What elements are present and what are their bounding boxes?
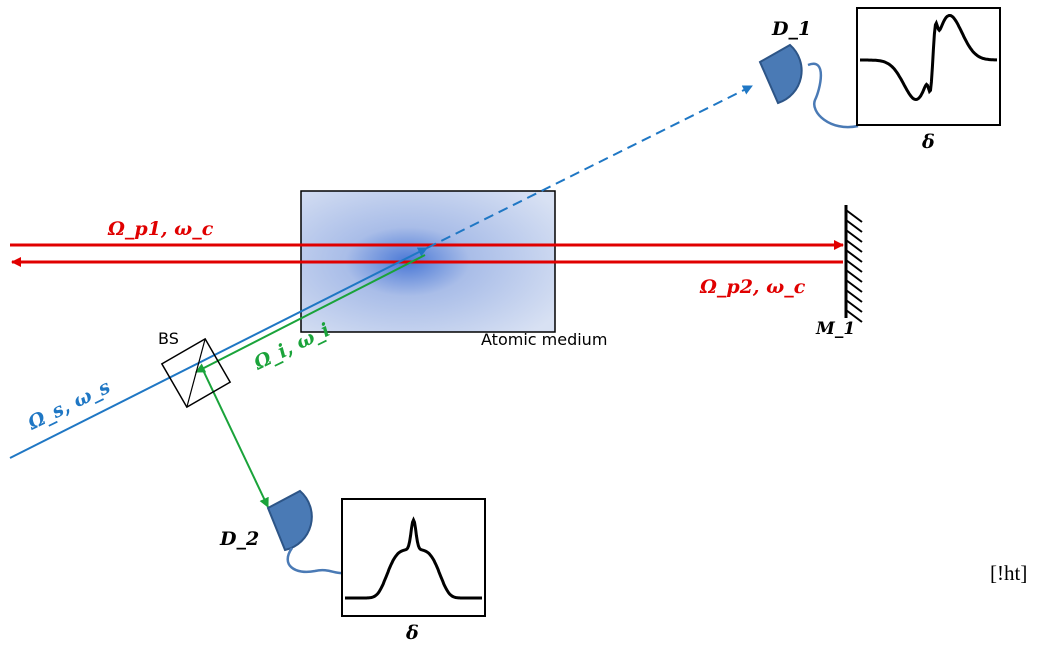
detector-1-signal-plot: [856, 7, 1001, 126]
mirror-m1: [844, 205, 863, 323]
beam-splitter-label: BS: [158, 329, 179, 348]
detector-1-label: D_1: [771, 18, 811, 40]
beam-splitter: [160, 337, 232, 409]
dispersive-trace: [860, 14, 997, 102]
signal-label: Ω_s, ω_s: [24, 376, 114, 435]
absorptive-trace: [345, 516, 482, 600]
signal-beam: [9, 247, 428, 459]
placement-specifier: [!ht]: [990, 561, 1027, 585]
detector-2-label: D_2: [219, 528, 259, 550]
idler-label: Ω_i, ω_i: [250, 319, 334, 375]
mirror-label: M_1: [815, 319, 855, 339]
photodetector-icon: [758, 43, 859, 129]
idler-beam: [195, 254, 426, 373]
pump-forward-label: Ω_p1, ω_c: [107, 218, 214, 240]
idler-reflected-beam: [202, 369, 269, 508]
medium-label: Atomic medium: [481, 330, 607, 349]
pump-backward-label: Ω_p2, ω_c: [699, 276, 806, 298]
plot-1-axis-label: δ: [921, 131, 935, 153]
plot-2-axis-label: δ: [405, 622, 419, 644]
photodetector-icon: [266, 489, 344, 575]
signal-transmitted-beam: [426, 85, 753, 249]
